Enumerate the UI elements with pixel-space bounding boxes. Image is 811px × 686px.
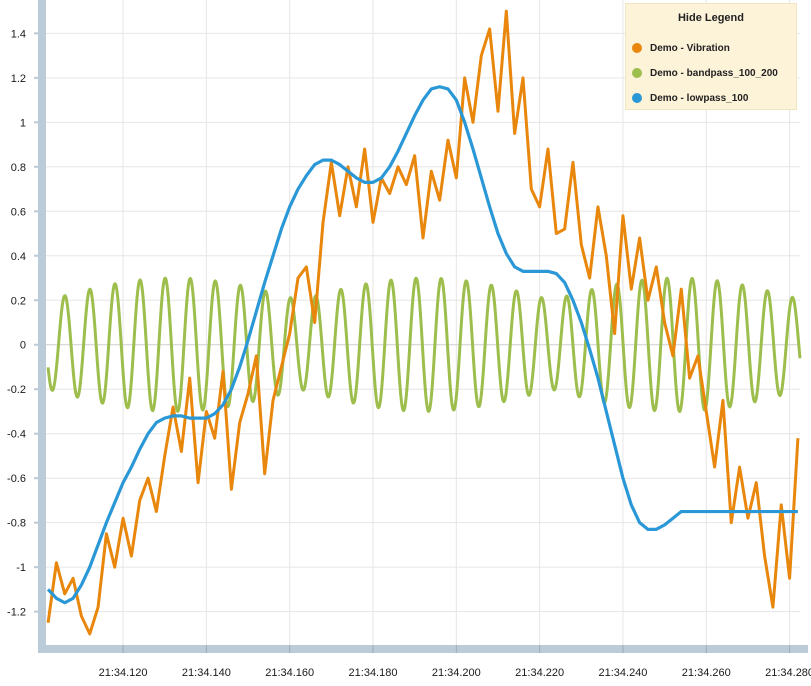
y-tick-label: 0.4 — [11, 251, 26, 263]
y-tick-label: -0.4 — [7, 429, 26, 441]
y-tick-label: -1.2 — [7, 607, 26, 619]
y-tick-label: 1 — [20, 117, 26, 129]
series-line-lowpass — [46, 85, 798, 605]
axes — [34, 0, 808, 653]
series-line-vibration — [46, 9, 800, 636]
x-tick-label: 21:34.240 — [598, 667, 647, 679]
legend-dot-icon — [632, 68, 642, 78]
x-tick-label: 21:34.160 — [265, 667, 314, 679]
legend-item-vibration[interactable]: Demo - Vibration — [632, 40, 730, 56]
x-tick-label: 21:34.280 — [765, 667, 811, 679]
legend-dot-icon — [632, 43, 642, 53]
y-tick-label: 1.4 — [11, 28, 26, 40]
x-tick-label: 21:34.140 — [182, 667, 231, 679]
legend: Hide Legend Demo - Vibration Demo - band… — [625, 3, 797, 110]
y-tick-label: 0 — [20, 340, 26, 352]
y-tick-label: -1 — [16, 562, 26, 574]
x-tick-label: 21:34.200 — [432, 667, 481, 679]
legend-label: Demo - Vibration — [650, 42, 730, 54]
hide-legend-toggle[interactable]: Hide Legend — [677, 12, 744, 24]
series-layer — [46, 9, 802, 636]
x-tick-label: 21:34.260 — [682, 667, 731, 679]
legend-label: Demo - lowpass_100 — [650, 92, 749, 104]
x-tick-label: 21:34.120 — [99, 667, 148, 679]
y-tick-label: -0.8 — [7, 518, 26, 530]
x-tick-label: 21:34.220 — [515, 667, 564, 679]
x-axis-bar — [38, 645, 808, 653]
legend-item-lowpass[interactable]: Demo - lowpass_100 — [632, 90, 748, 106]
legend-item-bandpass[interactable]: Demo - bandpass_100_200 — [632, 65, 778, 81]
y-tick-label: -0.6 — [7, 473, 26, 485]
y-tick-label: 0.2 — [11, 295, 26, 307]
series-line-bandpass — [46, 276, 802, 413]
y-axis-bar — [38, 0, 46, 647]
y-tick-label: 0.8 — [11, 162, 26, 174]
tick-labels: -1.2 -1 -0.8 -0.6 -0.4 -0.2 0 0.2 0.4 0.6 0.8 1 1.2 1… — [7, 28, 811, 679]
y-tick-label: -0.2 — [7, 384, 26, 396]
legend-dot-icon — [632, 93, 642, 103]
legend-label: Demo - bandpass_100_200 — [650, 67, 778, 79]
y-tick-label: 1.2 — [11, 73, 26, 85]
x-tick-label: 21:34.180 — [349, 667, 398, 679]
y-tick-label: 0.6 — [11, 206, 26, 218]
